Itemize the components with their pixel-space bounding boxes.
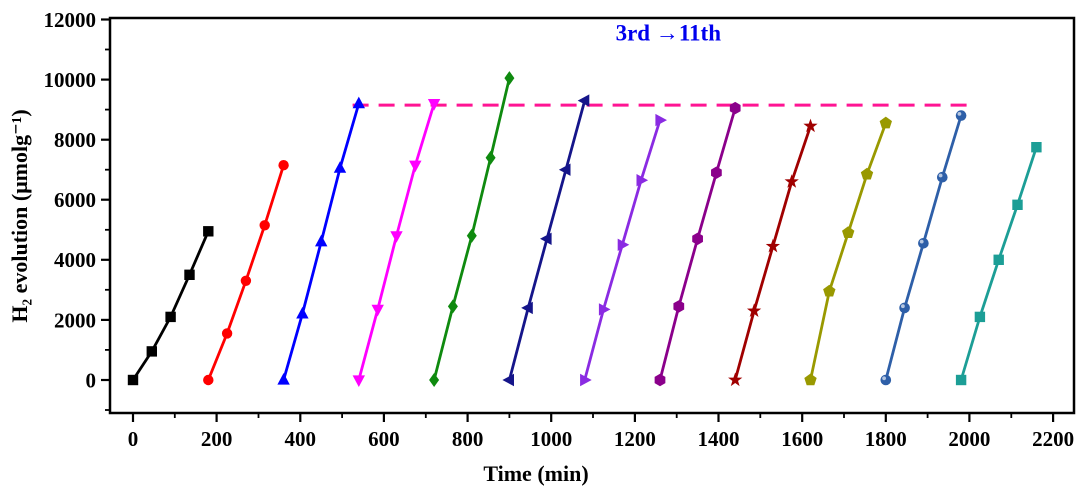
series-cycle-10 xyxy=(804,116,892,386)
series-cycle-11 xyxy=(880,110,967,386)
y-tick-label: 12000 xyxy=(44,8,97,32)
y-tick-label: 8000 xyxy=(54,128,96,152)
x-tick-label: 1000 xyxy=(530,427,572,451)
x-tick-label: 2200 xyxy=(1032,427,1074,451)
series-cycle-3 xyxy=(277,96,365,385)
y-tick-label: 6000 xyxy=(54,188,96,212)
plot-frame xyxy=(108,16,1076,415)
series-cycle-2 xyxy=(203,160,289,386)
y-tick-label: 10000 xyxy=(44,68,97,92)
series-cycle-8 xyxy=(654,101,741,387)
x-tick-label: 200 xyxy=(201,427,233,451)
y-tick-label: 0 xyxy=(86,368,97,392)
x-axis: 0 200 400 600 800 1000 1200 1400 1600 1800 2000 220… xyxy=(128,413,1074,486)
y-axis: 0 2000 4000 6000 8000 10000 12000 H₂ evolution … xyxy=(7,8,110,411)
series-cycle-12 xyxy=(955,142,1042,386)
series-cycle-9 xyxy=(728,118,818,387)
cycle-range-annotation: 3rd →11th xyxy=(616,21,722,46)
series-cycle-6 xyxy=(502,94,590,387)
x-tick-label: 1200 xyxy=(614,427,656,451)
x-tick-label: 1600 xyxy=(781,427,823,451)
y-tick-label: 4000 xyxy=(54,248,96,272)
y-axis-title: H₂ evolution (μmolg⁻¹) xyxy=(7,109,32,322)
x-tick-label: 400 xyxy=(285,427,317,451)
x-tick-label: 600 xyxy=(368,427,400,451)
x-tick-label: 1400 xyxy=(698,427,740,451)
series-cycle-7 xyxy=(580,113,667,387)
x-tick-label: 2000 xyxy=(948,427,990,451)
x-tick-label: 0 xyxy=(128,427,139,451)
series-cycle-5 xyxy=(429,71,515,387)
x-tick-label: 800 xyxy=(452,427,484,451)
series-cycle-4 xyxy=(352,99,441,387)
x-axis-title: Time (min) xyxy=(483,461,588,486)
x-tick-label: 1800 xyxy=(865,427,907,451)
y-tick-label: 2000 xyxy=(54,308,96,332)
series-cycle-1 xyxy=(127,226,214,386)
